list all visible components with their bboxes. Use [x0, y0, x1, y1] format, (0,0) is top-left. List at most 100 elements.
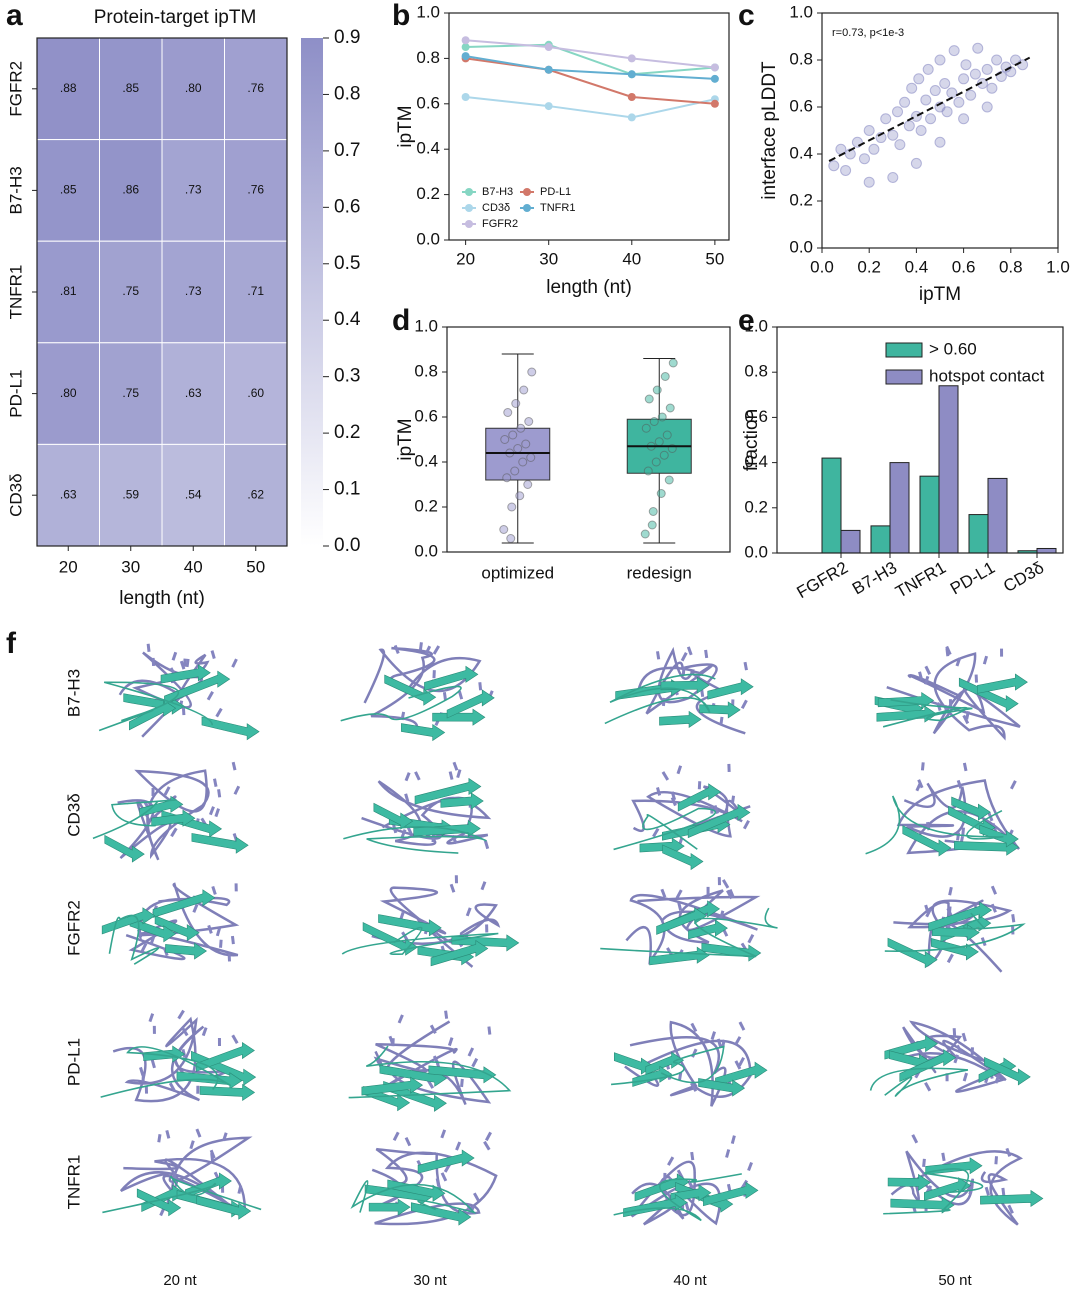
scatter-point — [913, 73, 925, 85]
series-point — [544, 43, 553, 52]
cell-label: .76 — [247, 81, 264, 95]
rna-base — [237, 1185, 243, 1194]
jitter-point — [662, 430, 672, 440]
protein-strand — [659, 710, 702, 728]
scatter-point — [934, 54, 946, 66]
scatter-point — [958, 113, 970, 125]
rna-base — [730, 1135, 736, 1145]
x-tick-label: 30 — [539, 249, 558, 268]
legend-marker — [523, 204, 531, 212]
y-tick-label: 1.0 — [414, 316, 438, 335]
jitter-point — [507, 502, 517, 512]
axes-frame — [776, 326, 1064, 554]
protein-loop — [883, 1168, 984, 1215]
protein-strand — [677, 783, 722, 812]
panel-label: f — [6, 627, 17, 660]
protein-strand — [129, 917, 177, 943]
jitter-point — [647, 520, 657, 530]
protein-strand — [645, 1051, 685, 1076]
rna-base — [473, 1192, 481, 1202]
scatter-point — [972, 42, 984, 54]
structure-image — [98, 643, 260, 741]
rna-base — [465, 907, 472, 917]
scatter-point — [946, 87, 958, 99]
rna-base — [231, 1034, 239, 1045]
y-tick-label: 0.8 — [789, 49, 813, 68]
protein-strand — [707, 678, 754, 700]
protein-strand — [440, 792, 484, 810]
rna-base — [961, 827, 966, 836]
cell-label: .60 — [247, 386, 264, 400]
y-axis-label: fraction — [741, 409, 762, 471]
y-tick-label: 0.8 — [416, 48, 440, 67]
rna-base — [690, 1022, 698, 1033]
y-tick-label: 0.8 — [744, 362, 768, 381]
jitter-point — [668, 358, 678, 368]
protein-strand — [649, 946, 710, 966]
jitter-point — [641, 423, 651, 433]
rna-base — [424, 645, 432, 655]
x-tick-label: optimized — [481, 563, 554, 582]
x-axis-label: length (nt) — [119, 588, 205, 609]
rna-base — [710, 1031, 717, 1041]
structure-image — [600, 877, 778, 966]
rna-base — [984, 1186, 990, 1196]
rna-base — [947, 906, 952, 915]
x-tick-label: 0.6 — [952, 257, 976, 276]
rna-backbone — [371, 886, 501, 968]
series-line — [465, 39, 715, 69]
chart-title: Protein-target ipTM — [94, 7, 257, 28]
jitter-point — [665, 403, 675, 413]
rna-backbone — [896, 779, 1021, 855]
scatter-point — [880, 113, 892, 125]
rna-base — [168, 1082, 176, 1092]
x-tick-label: 0.8 — [999, 257, 1023, 276]
x-axis-label: length (nt) — [546, 277, 632, 298]
rna-base — [962, 714, 970, 725]
rna-base — [734, 1060, 742, 1070]
structure-image — [865, 762, 1021, 857]
series-point — [627, 92, 636, 101]
scatter-point — [840, 164, 852, 176]
rna-base — [392, 1131, 400, 1142]
y-tick-label: 0.2 — [416, 184, 440, 203]
x-tick-label: PD-L1 — [947, 558, 998, 599]
annotation: r=0.73, p<1e-3 — [832, 27, 904, 39]
rna-base — [222, 1132, 228, 1142]
x-tick-label: 30 — [121, 557, 140, 576]
protein-strand — [928, 901, 993, 932]
cell-label: .75 — [122, 284, 139, 298]
bar — [870, 525, 891, 554]
scatter-point — [981, 101, 993, 113]
rna-base — [487, 1026, 492, 1035]
protein-loop — [600, 907, 778, 958]
rna-base — [740, 699, 748, 710]
protein-strand — [662, 844, 704, 871]
x-tick-label: 20 — [456, 249, 475, 268]
x-tick-label: 40 — [622, 249, 641, 268]
rna-base — [471, 1057, 479, 1068]
y-tick-label: CD3δ — [6, 473, 25, 516]
scatter-point — [925, 113, 937, 125]
legend-marker — [465, 220, 473, 228]
rna-base — [460, 1078, 464, 1088]
protein-strand — [980, 1189, 1044, 1208]
row-label: FGFR2 — [64, 900, 83, 956]
box — [485, 427, 551, 481]
heatmap-cell — [224, 240, 288, 344]
scatter-point — [953, 96, 965, 108]
rna-base — [211, 886, 217, 895]
protein-strand — [699, 701, 741, 719]
rna-base — [956, 832, 961, 841]
rna-base — [429, 1024, 437, 1034]
y-tick-label: B7-H3 — [6, 166, 25, 214]
jitter-point — [499, 525, 509, 534]
series-point — [710, 99, 719, 108]
protein-strand — [417, 1149, 475, 1174]
scatter-point — [887, 172, 899, 183]
cell-label: .63 — [60, 487, 77, 501]
legend-marker — [465, 188, 473, 196]
rna-base — [393, 644, 400, 655]
rna-base — [208, 806, 215, 816]
scatter-point — [920, 94, 932, 106]
